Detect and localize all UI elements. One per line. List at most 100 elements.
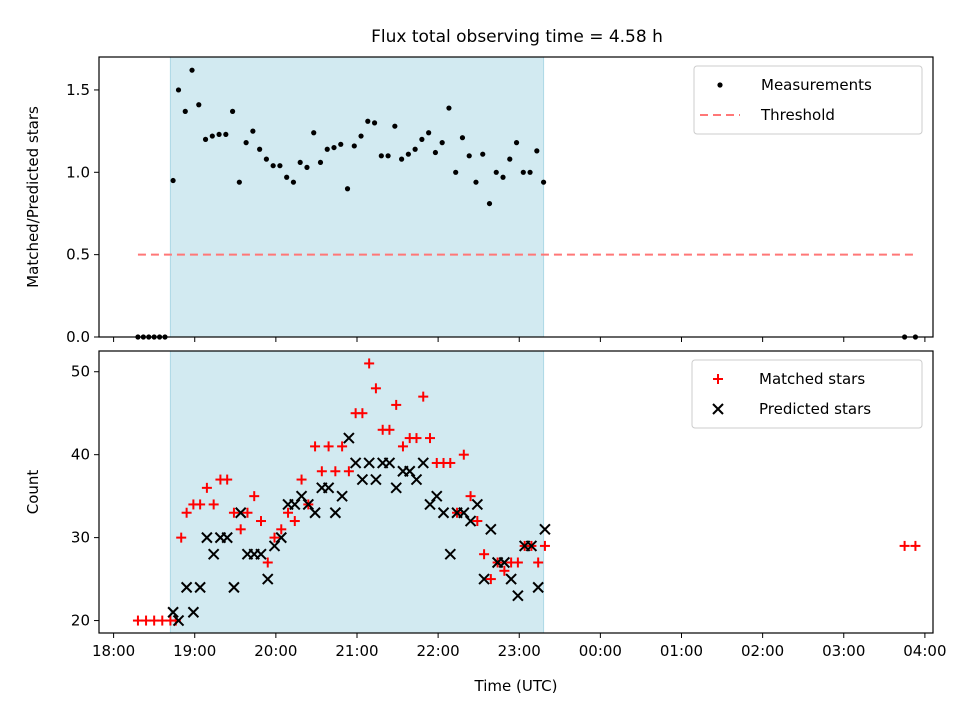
measurements-point [297,159,303,166]
measurements-point [284,174,290,180]
predicted-stars-point [464,515,477,527]
measurements-point [534,148,540,154]
x-tick-label: 04:00 [903,642,946,660]
measurements-point [317,159,324,166]
predicted-stars-point [458,507,470,519]
measurements-point [399,156,405,162]
measurements-point [236,179,242,185]
legend-label-predicted-stars: Predicted stars [759,400,871,418]
measurements-point [202,136,209,142]
x-tick-label: 02:00 [741,642,784,660]
matched-stars-point [343,466,354,477]
matched-stars-point [425,433,436,444]
matched-stars-point [316,466,327,477]
legend-label-threshold: Threshold [760,106,835,124]
ratio-legend: Measurements Threshold [693,65,923,135]
measurements-point [378,153,384,159]
matched-stars-point [479,549,490,560]
x-axis-label: Time (UTC) [474,677,558,695]
measurements-point [170,177,176,184]
matched-stars-point [283,507,294,518]
matched-stars-point [276,524,287,535]
y-tick-label: 0.0 [66,328,90,346]
measurements-point [216,131,222,138]
legend-label-measurements: Measurements [761,76,872,94]
matched-stars-point [364,358,375,369]
measurements-point [446,105,452,111]
predicted-stars-point [532,581,544,594]
predicted-stars-point [336,490,348,502]
predicted-stars-point [356,473,369,486]
count-axes-frame [98,350,934,634]
measurements-point [453,169,459,175]
matched-stars-point [296,474,307,485]
predicted-stars-point [194,581,206,594]
predicted-stars-point [221,531,233,544]
count-axis-ticks: 20 30 40 50 18:00 19:00 20:00 21:00 22:00 23:00 00… [71,363,947,660]
observing-window-band [169,350,545,634]
x-tick-label: 01:00 [660,642,703,660]
predicted-stars-point [431,490,443,502]
measurements-point [182,108,188,114]
measurements-point [358,133,364,139]
measurements-point [486,200,493,207]
predicted-stars-point [329,507,342,519]
ratio-legend-box [693,65,923,135]
predicted-stars-point [322,482,335,494]
predicted-stars-point [180,581,193,594]
measurements-point [473,179,479,185]
measurements-point [263,156,269,162]
measurements-point [365,118,371,124]
matched-stars-point [181,507,192,518]
matched-stars-point [370,383,381,394]
ratio-plot-area [135,67,919,340]
predicted-stars-point [478,573,490,585]
y-tick-label: 1.5 [66,81,90,99]
matched-stars-point [269,532,280,543]
legend-label-matched-stars: Matched stars [759,370,865,388]
y-tick-label: 20 [71,612,90,630]
x-tick-label: 03:00 [822,642,865,660]
matched-stars-point [465,491,476,502]
count-y-axis-label: Count [24,470,42,515]
measurements-point [385,153,391,159]
measurements-point [507,156,513,162]
matched-stars-point [208,499,219,510]
matched-stars-point [330,466,341,477]
predicted-stars-point [525,540,538,552]
measurements-point [175,87,182,93]
measurements-point [432,149,439,156]
predicted-stars-point [444,548,456,560]
legend-marker-measurements [717,82,723,88]
predicted-stars-point [262,573,274,585]
predicted-stars-point [268,540,281,552]
matched-stars-point [323,441,334,452]
matched-stars-point [418,391,429,402]
measurements-point [371,120,378,126]
measurements-point [480,151,486,157]
matched-stars-point [458,449,469,460]
y-tick-label: 0.5 [66,246,90,264]
predicted-stars-point [417,457,429,469]
x-tick-label: 20:00 [254,642,297,660]
measurements-point [426,130,432,136]
predicted-stars-point [343,432,355,444]
measurements-point [540,179,547,185]
x-tick-label: 23:00 [498,642,541,660]
measurements-point [520,169,526,175]
predicted-stars-point [289,498,301,511]
matched-stars-point [235,524,246,535]
x-tick-label: 21:00 [335,642,378,660]
predicted-stars-point [512,589,524,602]
measurements-point [405,151,411,157]
count-plot-area [132,358,921,627]
matched-stars-point [337,441,348,452]
measurements-point [392,123,398,129]
matched-stars-point [910,540,921,551]
matched-stars-point [533,557,544,568]
measurements-point [513,140,520,146]
measurements-point [304,164,310,170]
measurements-point [419,136,425,142]
measurements-point [331,144,337,151]
